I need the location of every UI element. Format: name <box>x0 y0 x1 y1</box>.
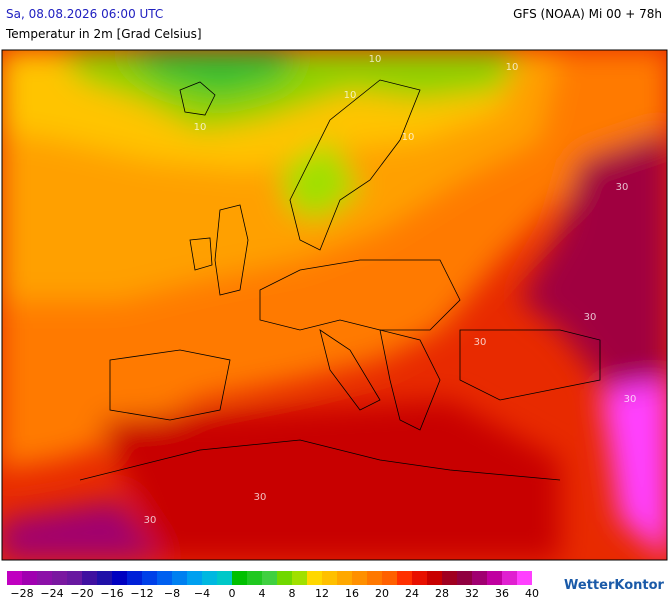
colorbar-swatch <box>112 571 127 585</box>
colorbar-swatch <box>472 571 487 585</box>
colorbar-swatch <box>457 571 472 585</box>
colorbar-swatch <box>262 571 277 585</box>
colorbar-swatch <box>37 571 52 585</box>
colorbar-swatch <box>127 571 142 585</box>
colorbar-label: 12 <box>315 587 329 600</box>
colorbar-swatch <box>487 571 502 585</box>
colorbar-swatch <box>7 571 22 585</box>
colorbar-label: −28 <box>10 587 33 600</box>
colorbar-swatch <box>517 571 532 585</box>
colorbar-label: −4 <box>194 587 210 600</box>
contour-label: 30 <box>254 492 267 503</box>
colorbar-label: 20 <box>375 587 389 600</box>
contour-label: 10 <box>402 132 415 143</box>
contour-label: 10 <box>344 90 357 101</box>
map-frame <box>1 49 668 561</box>
colorbar-label: 0 <box>229 587 236 600</box>
colorbar-label: −8 <box>164 587 180 600</box>
colorbar-label: 24 <box>405 587 419 600</box>
colorbar-label: 36 <box>495 587 509 600</box>
colorbar-swatch <box>172 571 187 585</box>
contour-label: 30 <box>474 337 487 348</box>
colorbar-swatch <box>67 571 82 585</box>
contour-label: 10 <box>506 62 519 73</box>
colorbar-swatch <box>427 571 442 585</box>
header-subtitle: Temperatur in 2m [Grad Celsius] <box>5 27 202 41</box>
colorbar-swatch <box>247 571 262 585</box>
colorbar-label: 40 <box>525 587 539 600</box>
colorbar-swatch <box>187 571 202 585</box>
colorbar-swatch <box>232 571 247 585</box>
colorbar-swatch <box>367 571 382 585</box>
colorbar-swatch <box>337 571 352 585</box>
colorbar-swatch <box>157 571 172 585</box>
contour-label: 10 <box>369 54 382 65</box>
colorbar-swatch <box>292 571 307 585</box>
colorbar-swatch <box>307 571 322 585</box>
colorbar-label: 32 <box>465 587 479 600</box>
colorbar-swatch <box>382 571 397 585</box>
colorbar-swatch <box>22 571 37 585</box>
colorbar-label: −20 <box>70 587 93 600</box>
colorbar-swatch <box>97 571 112 585</box>
colorbar-label: 4 <box>259 587 266 600</box>
contour-label: 10 <box>194 122 207 133</box>
colorbar-swatch <box>202 571 217 585</box>
header-date: Sa, 08.08.2026 06:00 UTC <box>6 7 163 21</box>
colorbar-swatch <box>412 571 427 585</box>
contour-label: 30 <box>584 312 597 323</box>
colorbar-swatch <box>142 571 157 585</box>
header-model: GFS (NOAA) Mi 00 + 78h <box>513 7 662 21</box>
contour-label: 30 <box>624 394 637 405</box>
colorbar-label: −24 <box>40 587 63 600</box>
colorbar-label: 28 <box>435 587 449 600</box>
logo: WetterKontor <box>564 578 665 593</box>
colorbar-swatch <box>82 571 97 585</box>
colorbar-swatch <box>502 571 517 585</box>
colorbar-swatch <box>397 571 412 585</box>
colorbar-label: −16 <box>100 587 123 600</box>
map <box>2 50 667 560</box>
colorbar-label: 16 <box>345 587 359 600</box>
colorbar: −28 −24 −20 −16 −12 −8 −4 0 4 8 12 16 20 24 28 32 36 40 <box>7 571 539 600</box>
colorbar-swatch <box>322 571 337 585</box>
contour-label: 30 <box>616 182 629 193</box>
contour-label: 30 <box>144 515 157 526</box>
colorbar-label: 8 <box>289 587 296 600</box>
colorbar-swatch <box>352 571 367 585</box>
colorbar-swatch <box>52 571 67 585</box>
colorbar-swatch <box>442 571 457 585</box>
colorbar-label: −12 <box>130 587 153 600</box>
colorbar-swatch <box>217 571 232 585</box>
colorbar-swatch <box>277 571 292 585</box>
